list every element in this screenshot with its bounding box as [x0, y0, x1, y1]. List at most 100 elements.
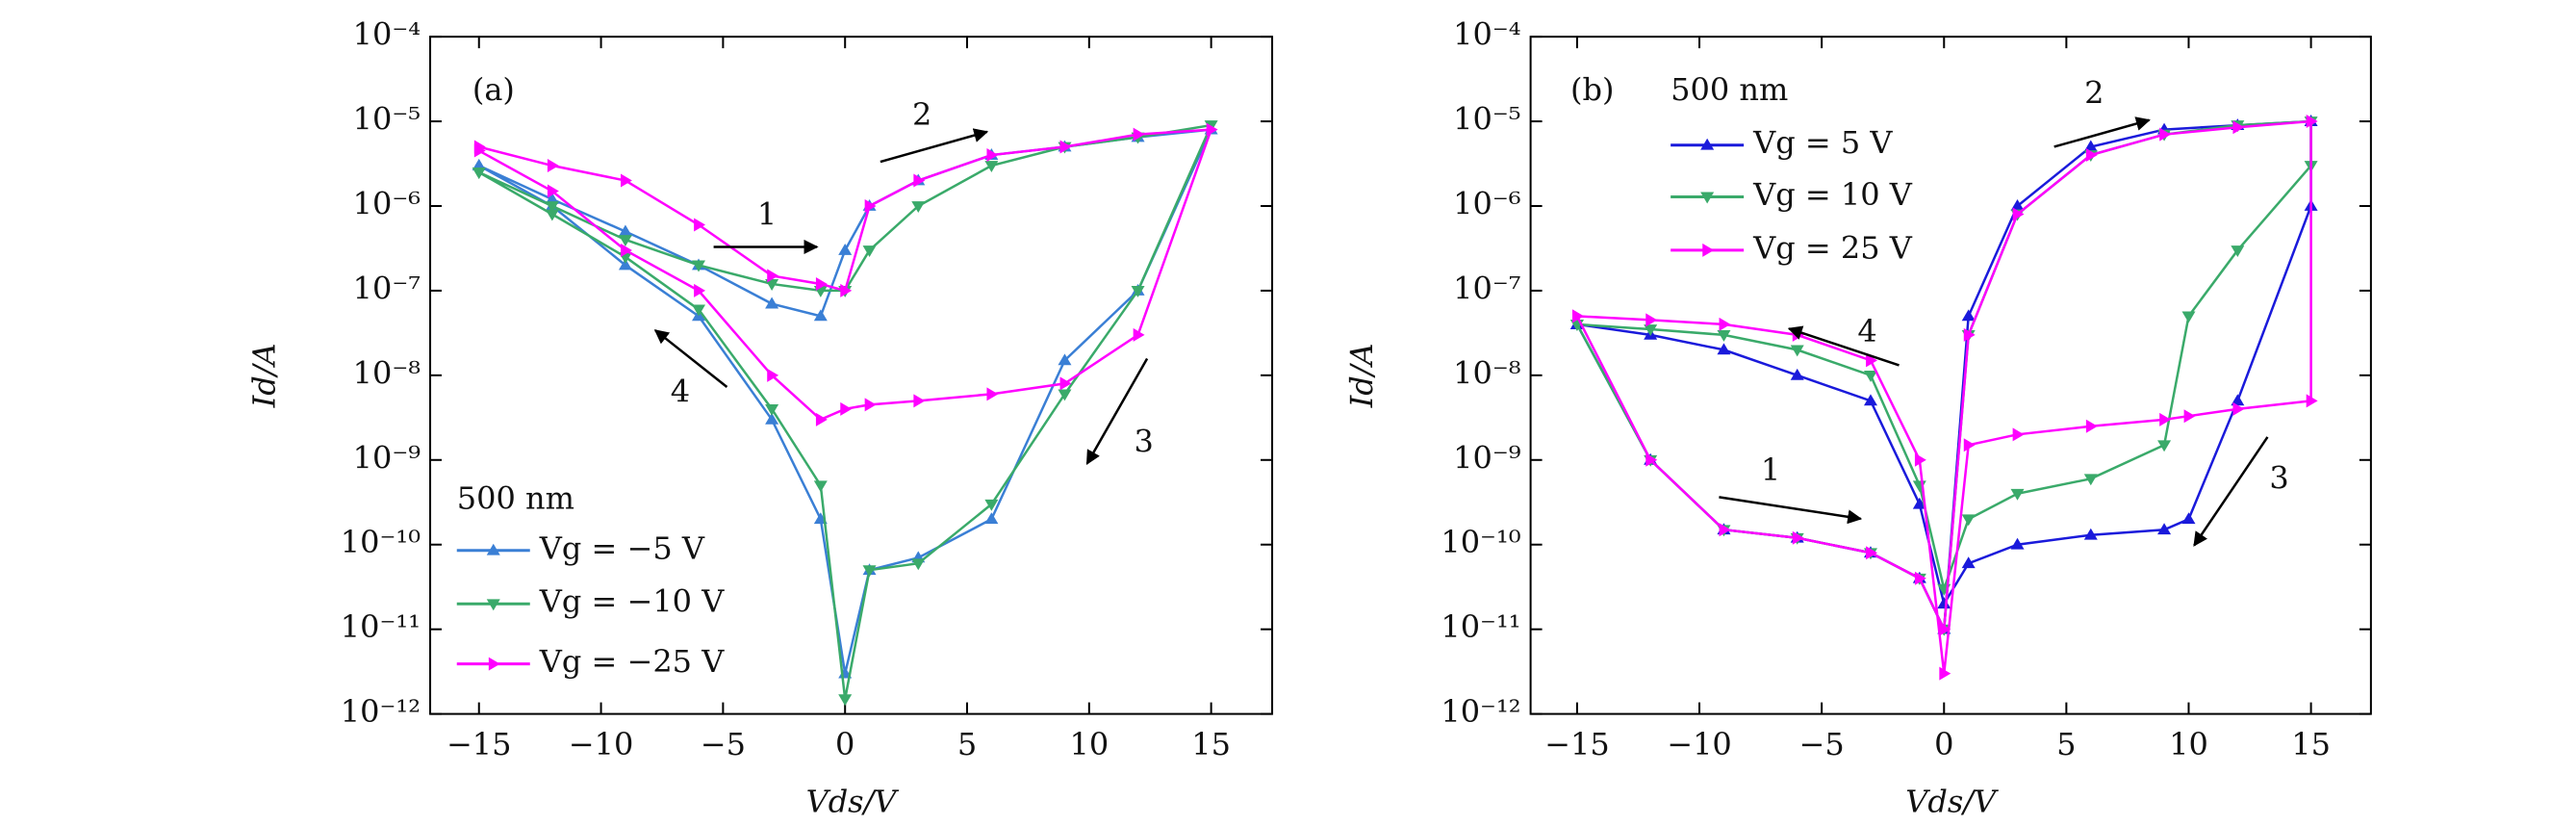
annotation: 1: [1761, 452, 1780, 488]
data-point: [2231, 394, 2245, 406]
data-point: [2010, 537, 2025, 550]
data-point: [984, 161, 999, 173]
data-point: [2012, 207, 2025, 221]
data-point: [1914, 452, 1926, 467]
data-point: [2083, 528, 2098, 540]
data-point: [1644, 324, 1658, 337]
data-point: [694, 218, 706, 232]
data-point: [618, 258, 632, 271]
data-point: [472, 168, 486, 179]
data-point: [986, 387, 999, 401]
y-axis-label: Id/A: [1343, 343, 1380, 408]
data-point: [2085, 419, 2098, 433]
legend-label: Vg = 5 V: [1752, 124, 1893, 161]
annotation: 2: [912, 96, 931, 133]
y-tick-label: 10⁻⁹: [1453, 439, 1521, 476]
legend-marker: [1702, 243, 1715, 257]
x-tick-label: −5: [1799, 726, 1845, 762]
data-point: [1866, 353, 1877, 368]
data-point: [1719, 317, 1731, 331]
y-tick-label: 10⁻¹¹: [1441, 608, 1520, 645]
data-point: [1939, 622, 1951, 636]
y-tick-label: 10⁻⁶: [1453, 185, 1520, 221]
data-point: [545, 201, 559, 213]
y-tick-label: 10⁻⁴: [1453, 16, 1520, 53]
data-point: [1912, 480, 1926, 493]
data-point: [1131, 286, 1145, 297]
data-point: [1645, 313, 1658, 327]
data-point: [472, 159, 486, 170]
x-tick-label: 10: [2169, 726, 2208, 762]
data-point: [2010, 198, 2025, 211]
x-axis-label: Vds/V: [806, 784, 900, 820]
data-point: [692, 304, 706, 317]
data-point: [621, 173, 632, 188]
legend-label: Vg = −10 V: [539, 583, 725, 620]
y-tick-label: 10⁻¹²: [1441, 693, 1520, 730]
annotation-arrow: [880, 128, 989, 164]
data-point: [1866, 546, 1877, 560]
data-point: [2232, 401, 2245, 416]
data-point: [862, 245, 877, 257]
data-point: [545, 193, 559, 204]
legend-marker: [1700, 138, 1715, 150]
x-tick-label: 0: [835, 726, 854, 762]
y-tick-label: 10⁻⁷: [353, 270, 421, 306]
data-point: [840, 401, 853, 416]
data-point: [2159, 127, 2172, 142]
data-point: [815, 412, 828, 426]
y-tick-label: 10⁻⁹: [353, 439, 421, 476]
y-tick-label: 10⁻¹²: [341, 693, 421, 730]
data-point: [984, 499, 999, 511]
data-point: [815, 276, 828, 291]
x-tick-label: −15: [1544, 726, 1610, 762]
y-tick-label: 10⁻⁷: [1453, 270, 1520, 306]
data-point: [1059, 376, 1072, 391]
data-point: [913, 173, 926, 188]
data-point: [1912, 497, 1926, 509]
data-point: [1790, 368, 1804, 380]
y-tick-label: 10⁻⁸: [1453, 354, 1520, 391]
data-point: [545, 209, 559, 221]
data-point: [2159, 412, 2172, 426]
data-point: [765, 279, 779, 291]
x-tick-label: −10: [1667, 726, 1732, 762]
data-point: [2306, 115, 2318, 129]
legend-title: 500 nm: [1671, 71, 1788, 108]
y-tick-label: 10⁻¹⁰: [341, 524, 421, 560]
data-point: [838, 694, 853, 707]
data-point: [838, 243, 853, 255]
y-tick-label: 10⁻¹¹: [341, 608, 421, 645]
data-point: [864, 198, 877, 213]
data-point: [864, 398, 877, 412]
data-point: [1792, 530, 1804, 545]
data-point: [1963, 438, 1976, 452]
annotation: 4: [1857, 313, 1876, 349]
annotation-arrow: [2053, 116, 2151, 148]
annotation-arrow: [1719, 496, 1863, 525]
y-tick-label: 10⁻⁵: [1453, 101, 1520, 138]
data-point: [1939, 666, 1951, 681]
data-point: [1863, 370, 1877, 382]
data-point: [2232, 120, 2245, 135]
data-point: [2181, 311, 2196, 323]
annotation: 1: [757, 196, 777, 233]
data-point: [1963, 327, 1976, 342]
data-point: [2157, 523, 2172, 535]
data-point: [1059, 140, 1072, 154]
data-point: [1937, 597, 1951, 609]
y-tick-label: 10⁻⁵: [353, 101, 421, 138]
y-tick-label: 10⁻⁶: [353, 185, 421, 221]
data-point: [547, 159, 559, 173]
data-point: [618, 235, 632, 246]
x-tick-label: 5: [2056, 726, 2076, 762]
data-point: [1133, 327, 1145, 342]
annotation: 4: [671, 373, 690, 409]
data-point: [1914, 571, 1926, 585]
annotation-arrow: [2193, 436, 2269, 547]
legend-label: Vg = 25 V: [1752, 229, 1913, 266]
annotation: 3: [2269, 460, 2288, 497]
data-point: [1717, 329, 1731, 342]
x-axis-label: Vds/V: [1905, 784, 1999, 820]
